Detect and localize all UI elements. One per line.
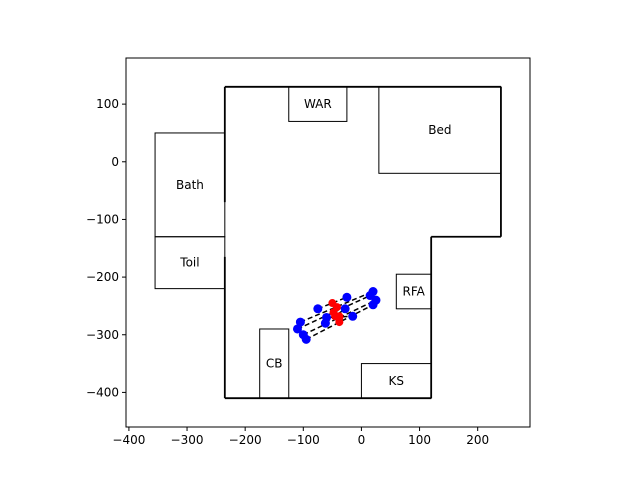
pair-connector xyxy=(297,294,371,330)
midpoint-marker xyxy=(331,312,340,321)
x-tick-label: −300 xyxy=(171,433,204,447)
endpoint-marker xyxy=(295,317,305,327)
endpoint-marker xyxy=(340,304,350,314)
walls-layer xyxy=(223,85,502,400)
x-tick-label: 0 xyxy=(358,433,366,447)
room-cb-label: CB xyxy=(266,357,283,371)
room-bath-label: Bath xyxy=(176,178,204,192)
y-tick-label: −100 xyxy=(86,212,119,226)
y-tick-label: −300 xyxy=(86,328,119,342)
y-tick-label: 0 xyxy=(111,155,119,169)
x-tick-label: −100 xyxy=(287,433,320,447)
plot-frame xyxy=(125,57,531,428)
endpoint-marker xyxy=(313,304,323,314)
room-cb-box xyxy=(259,328,290,399)
endpoint-marker xyxy=(301,334,311,344)
pair-connector xyxy=(300,290,374,323)
endpoint-marker xyxy=(348,311,358,321)
room-ks-label: KS xyxy=(389,374,405,388)
room-rfa-label: RFA xyxy=(403,285,426,299)
room-rfa-box xyxy=(395,273,432,310)
pair-connector xyxy=(305,304,374,341)
x-axis: −400 −300 −200 −100 0 100 200 xyxy=(112,427,489,447)
x-tick-label: 100 xyxy=(408,433,431,447)
endpoint-marker xyxy=(368,300,378,310)
x-tick-label: −200 xyxy=(229,433,262,447)
y-tick-label: 100 xyxy=(96,97,119,111)
y-tick-label: −400 xyxy=(86,385,119,399)
endpoint-marker xyxy=(342,292,352,302)
pair-connector xyxy=(317,296,348,310)
room-ks-box xyxy=(360,363,432,399)
room-bed-box xyxy=(378,86,502,174)
midpoint-marker xyxy=(335,318,344,327)
endpoint-marker xyxy=(320,318,330,328)
room-war-label: WAR xyxy=(304,97,332,111)
room-war-box xyxy=(288,86,348,122)
rooms-layer: WAR Bed Bath Toil RFA CB KS xyxy=(154,86,502,399)
x-tick-label: 200 xyxy=(466,433,489,447)
midpoint-marker xyxy=(328,299,337,308)
room-bed-label: Bed xyxy=(428,123,451,137)
y-tick-label: −200 xyxy=(86,270,119,284)
room-toil-box xyxy=(154,236,226,290)
pairs-layer xyxy=(292,287,381,344)
y-axis: 100 0 −100 −200 −300 −400 xyxy=(86,97,126,399)
room-toil-label: Toil xyxy=(179,256,199,270)
x-tick-label: −400 xyxy=(112,433,145,447)
endpoint-marker xyxy=(292,324,302,334)
